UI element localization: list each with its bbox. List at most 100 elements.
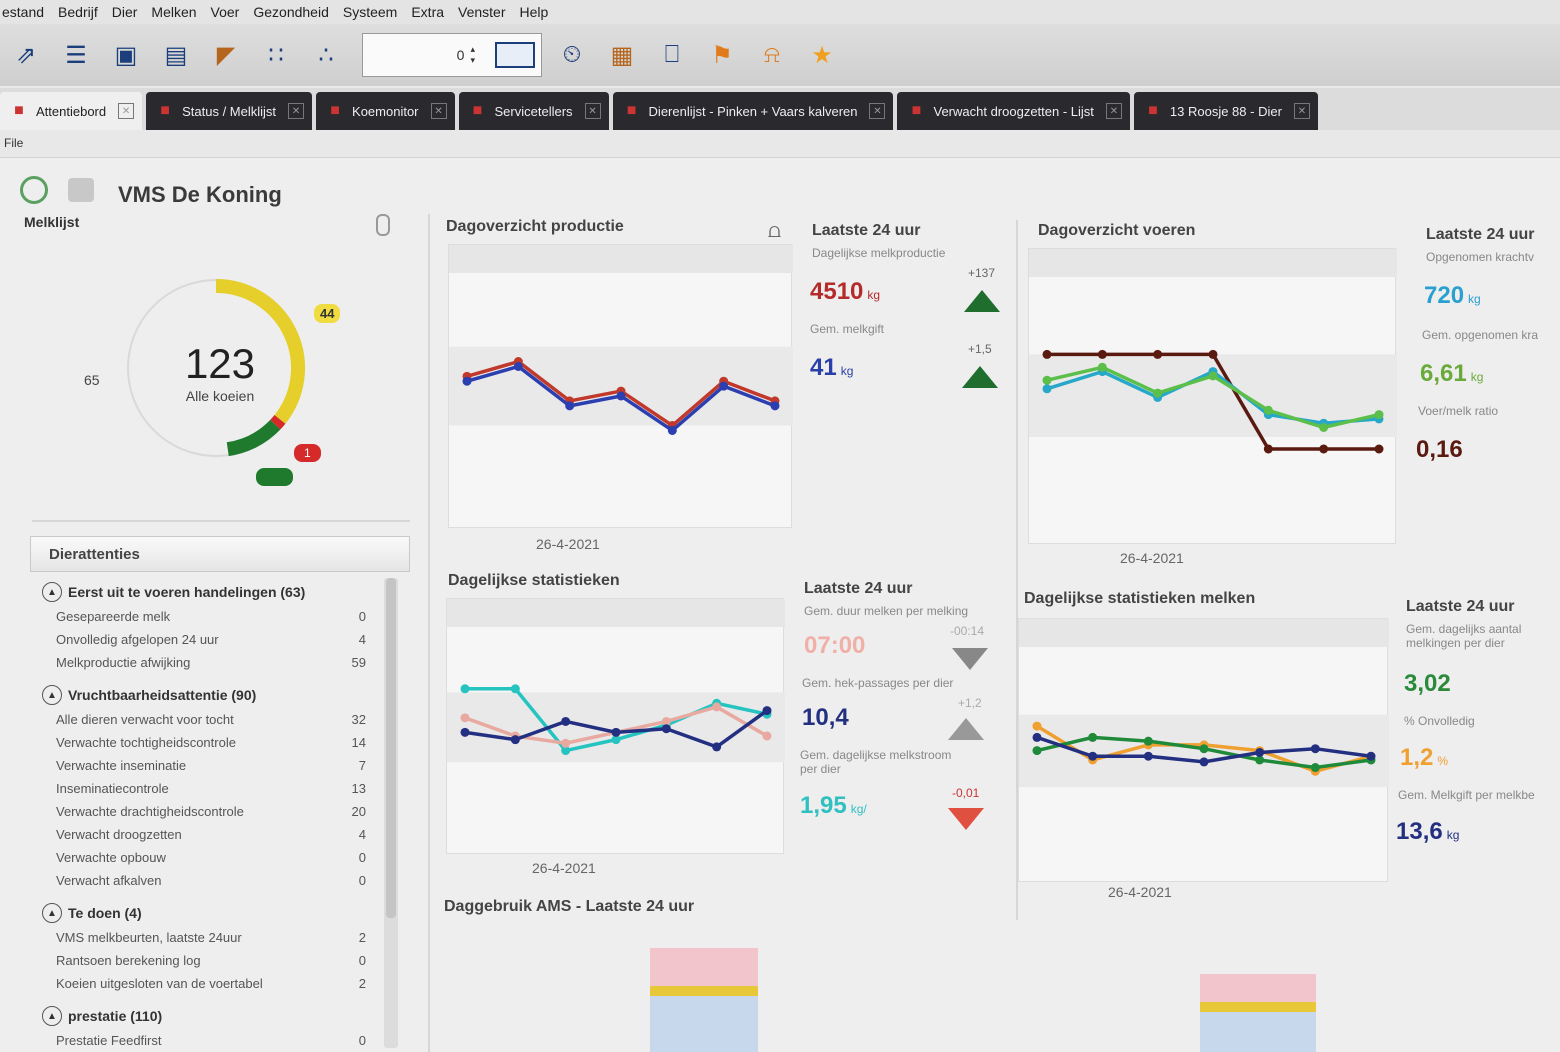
data-point[interactable] xyxy=(460,727,470,737)
data-point[interactable] xyxy=(1319,444,1329,454)
menu-item[interactable]: Venster xyxy=(458,4,506,20)
menu-item[interactable]: Bedrijf xyxy=(58,4,98,20)
data-point[interactable] xyxy=(611,727,621,737)
computer-icon[interactable]: ▤ xyxy=(164,41,188,69)
data-point[interactable] xyxy=(661,724,671,734)
data-point[interactable] xyxy=(561,746,571,756)
report-icon[interactable]: ☰ xyxy=(65,41,87,69)
badge-yellow[interactable]: 44 xyxy=(314,304,341,323)
ams-bar-2[interactable] xyxy=(1200,974,1316,1052)
tab-dry-off[interactable]: ■ Verwacht droogzetten - Lijst ✕ xyxy=(897,92,1130,130)
attention-row[interactable]: Verwachte drachtigheidscontrole 20 xyxy=(30,801,410,824)
data-point[interactable] xyxy=(1042,384,1052,394)
data-point[interactable] xyxy=(1042,349,1052,359)
attention-row[interactable]: Koeien uitgesloten van de voertabel 2 xyxy=(30,973,410,996)
data-point[interactable] xyxy=(762,731,772,741)
print-icon[interactable] xyxy=(68,178,94,202)
chevron-up-icon[interactable]: ▲ xyxy=(42,903,62,923)
monitor-icon[interactable]: ▣ xyxy=(114,41,138,69)
close-icon[interactable]: ✕ xyxy=(869,103,886,119)
milk-icon[interactable]: ⎕ xyxy=(664,41,680,68)
close-icon[interactable]: ✕ xyxy=(1105,103,1122,119)
attention-row[interactable]: Verwacht droogzetten 4 xyxy=(30,824,410,847)
tab-animal-list[interactable]: ■ Dierenlijst - Pinken + Vaars kalveren ✕ xyxy=(612,92,894,130)
data-point[interactable] xyxy=(1366,751,1376,761)
attention-scrollbar[interactable] xyxy=(384,578,398,1048)
attention-row[interactable]: Verwacht afkalven 0 xyxy=(30,870,410,893)
attention-group[interactable]: ▲ Eerst uit te voeren handelingen (63) xyxy=(42,582,410,602)
data-point[interactable] xyxy=(667,425,677,435)
close-icon[interactable]: ✕ xyxy=(430,103,447,119)
data-point[interactable] xyxy=(616,391,626,401)
data-point[interactable] xyxy=(510,684,520,694)
tab-dashboard[interactable]: ■ Attentiebord ✕ xyxy=(0,92,143,130)
data-point[interactable] xyxy=(1042,375,1052,385)
data-point[interactable] xyxy=(1143,736,1153,746)
attention-group[interactable]: ▲ Te doen (4) xyxy=(42,903,410,923)
cow-gauge[interactable] xyxy=(110,264,330,494)
attention-row[interactable]: Melkproductie afwijking 59 xyxy=(30,652,410,675)
menu-item[interactable]: Gezondheid xyxy=(253,4,329,20)
attention-row[interactable]: VMS melkbeurten, laatste 24uur 2 xyxy=(30,927,410,950)
card-icon[interactable] xyxy=(495,42,535,68)
daily-stats-chart[interactable] xyxy=(447,599,785,855)
attention-row[interactable]: Verwachte opbouw 0 xyxy=(30,847,410,870)
refresh-icon[interactable] xyxy=(20,176,48,204)
menu-item[interactable]: Systeem xyxy=(342,4,398,20)
attention-row[interactable]: Verwachte inseminatie 7 xyxy=(30,755,410,778)
data-point[interactable] xyxy=(611,735,621,745)
close-icon[interactable]: ✕ xyxy=(288,103,305,119)
close-icon[interactable]: ✕ xyxy=(1293,103,1310,119)
data-point[interactable] xyxy=(1088,732,1098,742)
data-point[interactable] xyxy=(661,716,671,726)
star-icon[interactable]: ★ xyxy=(811,41,833,69)
menu-item[interactable]: Extra xyxy=(411,4,445,20)
data-point[interactable] xyxy=(510,735,520,745)
attention-group[interactable]: ▲ prestatie (110) xyxy=(42,1006,410,1026)
badge-red[interactable]: 1 xyxy=(294,444,321,462)
chart-icon[interactable]: ∴ xyxy=(318,41,334,69)
data-point[interactable] xyxy=(1097,349,1107,359)
tab-status[interactable]: ■ Status / Melklijst ✕ xyxy=(146,92,313,130)
data-point[interactable] xyxy=(1374,444,1384,454)
feed-icon[interactable]: ◤ xyxy=(216,41,236,69)
attention-group[interactable]: ▲ Vruchtbaarheidsattentie (90) xyxy=(42,685,410,705)
file-menu[interactable]: File xyxy=(0,130,1560,158)
grid-icon[interactable]: ▦ xyxy=(610,41,634,69)
data-point[interactable] xyxy=(770,401,780,411)
data-point[interactable] xyxy=(462,376,472,386)
data-point[interactable] xyxy=(1208,349,1218,359)
data-point[interactable] xyxy=(762,706,772,716)
data-point[interactable] xyxy=(1143,751,1153,761)
attention-row[interactable]: Alle dieren verwacht voor tocht 32 xyxy=(30,709,410,732)
data-point[interactable] xyxy=(460,713,470,723)
data-point[interactable] xyxy=(1153,388,1163,398)
bell-icon[interactable]: ⍾ xyxy=(764,41,780,68)
data-point[interactable] xyxy=(712,702,722,712)
data-point[interactable] xyxy=(513,361,523,371)
data-point[interactable] xyxy=(1374,410,1384,420)
data-point[interactable] xyxy=(1088,751,1098,761)
tab-service-counter[interactable]: ■ Servicetellers ✕ xyxy=(458,92,609,130)
data-point[interactable] xyxy=(1310,763,1320,773)
data-point[interactable] xyxy=(1263,444,1273,454)
data-point[interactable] xyxy=(712,742,722,752)
data-point[interactable] xyxy=(1032,746,1042,756)
close-icon[interactable]: ✕ xyxy=(118,103,135,119)
close-icon[interactable]: ✕ xyxy=(584,103,601,119)
move-icon[interactable]: ⇗ xyxy=(15,41,37,69)
data-point[interactable] xyxy=(1032,732,1042,742)
data-point[interactable] xyxy=(1263,405,1273,415)
attention-row[interactable]: Rantsoen berekening log 0 xyxy=(30,950,410,973)
chart-type-icon[interactable]: ⩍ xyxy=(768,220,781,242)
data-point[interactable] xyxy=(565,401,575,411)
filter-icon[interactable] xyxy=(376,214,390,236)
data-point[interactable] xyxy=(561,738,571,748)
menu-item[interactable]: Help xyxy=(519,4,549,20)
data-point[interactable] xyxy=(719,381,729,391)
menu-item[interactable]: Dier xyxy=(111,4,138,20)
production-chart[interactable] xyxy=(449,245,793,529)
scatter-icon[interactable]: ∷ xyxy=(268,41,284,69)
data-point[interactable] xyxy=(1097,362,1107,372)
data-point[interactable] xyxy=(1153,349,1163,359)
